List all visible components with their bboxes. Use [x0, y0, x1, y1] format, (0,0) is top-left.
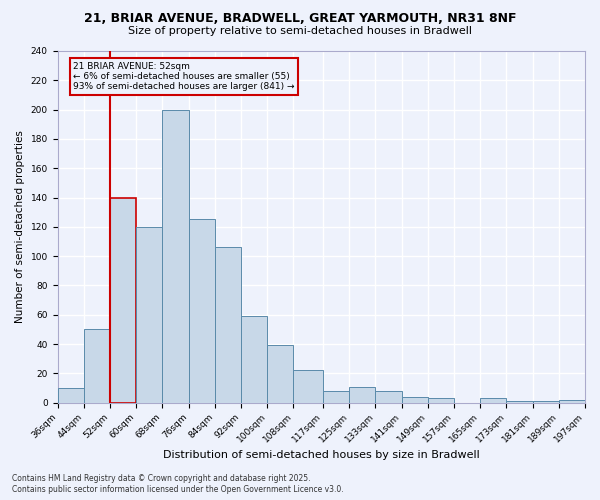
- Bar: [559, 400, 585, 402]
- Bar: [188, 220, 215, 402]
- Text: 21 BRIAR AVENUE: 52sqm
← 6% of semi-detached houses are smaller (55)
93% of semi: 21 BRIAR AVENUE: 52sqm ← 6% of semi-deta…: [73, 62, 295, 92]
- Bar: [428, 398, 454, 402]
- Bar: [110, 198, 136, 402]
- Bar: [163, 110, 188, 403]
- Text: Size of property relative to semi-detached houses in Bradwell: Size of property relative to semi-detach…: [128, 26, 472, 36]
- Text: 21, BRIAR AVENUE, BRADWELL, GREAT YARMOUTH, NR31 8NF: 21, BRIAR AVENUE, BRADWELL, GREAT YARMOU…: [84, 12, 516, 26]
- Bar: [241, 316, 267, 402]
- Bar: [323, 391, 349, 402]
- Bar: [215, 248, 241, 402]
- Y-axis label: Number of semi-detached properties: Number of semi-detached properties: [15, 130, 25, 324]
- Bar: [58, 388, 84, 402]
- Bar: [293, 370, 323, 402]
- Bar: [401, 397, 428, 402]
- Bar: [267, 346, 293, 403]
- Bar: [533, 401, 559, 402]
- Bar: [136, 227, 163, 402]
- Bar: [84, 330, 110, 402]
- Bar: [349, 386, 376, 402]
- X-axis label: Distribution of semi-detached houses by size in Bradwell: Distribution of semi-detached houses by …: [163, 450, 479, 460]
- Bar: [506, 401, 533, 402]
- Bar: [376, 391, 401, 402]
- Text: Contains HM Land Registry data © Crown copyright and database right 2025.
Contai: Contains HM Land Registry data © Crown c…: [12, 474, 344, 494]
- Bar: [480, 398, 506, 402]
